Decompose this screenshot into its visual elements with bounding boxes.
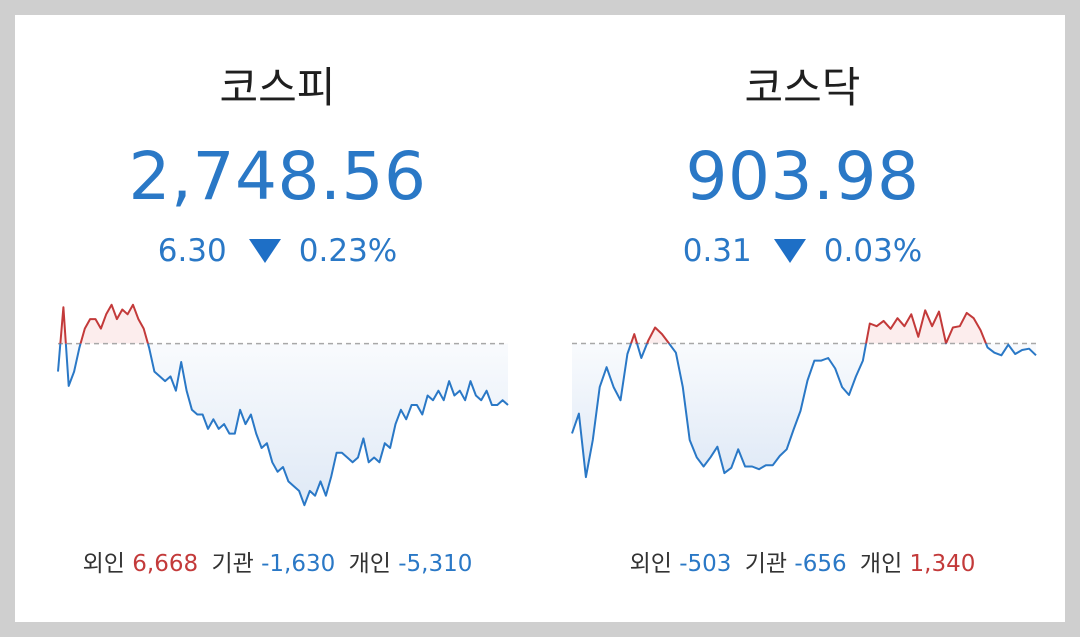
below-baseline-area	[58, 343, 508, 506]
investor-foreign: 외인 6,668	[83, 551, 199, 577]
investor-value: 1,340	[909, 551, 976, 577]
investor-label: 외인	[629, 551, 672, 577]
investor-label: 외인	[82, 551, 125, 577]
above-baseline-area	[631, 310, 986, 344]
above-baseline-area	[60, 304, 148, 344]
series-line-down	[571, 343, 1037, 479]
investor-value: -656	[794, 551, 847, 577]
index-name: 코스닥	[744, 63, 861, 112]
change-amount: 6.30	[157, 233, 227, 269]
series-line-down	[57, 343, 509, 507]
change-amount: 0.31	[682, 233, 752, 269]
investor-label: 개인	[859, 551, 903, 577]
investor-institution: 기관 -1,630	[211, 551, 335, 577]
index-name: 코스피	[219, 63, 336, 112]
change-percent: 0.03%	[823, 233, 923, 269]
below-baseline-area	[572, 343, 1036, 478]
kosdaq-intraday-chart	[571, 309, 1037, 479]
index-change: 6.30 0.23%	[15, 229, 540, 273]
investor-label: 개인	[348, 551, 391, 577]
index-change: 0.31 0.03%	[540, 229, 1065, 273]
investor-summary: 외인 6,668 기관 -1,630 개인 -5,310	[15, 547, 540, 581]
investor-label: 기관	[744, 551, 788, 577]
investor-individual: 개인 1,340	[860, 551, 976, 577]
series-line-up	[59, 303, 149, 344]
investor-individual: 개인 -5,310	[349, 551, 473, 577]
investor-institution: 기관 -656	[745, 551, 847, 577]
investor-value: 6,668	[132, 551, 199, 577]
kosdaq-panel[interactable]: 코스닥 903.98 0.31 0.03% 외인 -503 기관 -656 개인 …	[540, 15, 1065, 622]
investor-value: -5,310	[398, 551, 473, 577]
kospi-panel[interactable]: 코스피 2,748.56 6.30 0.23% 외인 6,668 기관 -1,63…	[15, 15, 540, 622]
investor-summary: 외인 -503 기관 -656 개인 1,340	[540, 547, 1065, 581]
investor-foreign: 외인 -503	[630, 551, 732, 577]
change-percent: 0.23%	[298, 233, 398, 269]
series-line-up	[629, 309, 988, 344]
triangle-down-icon	[248, 239, 281, 263]
index-value: 2,748.56	[128, 138, 427, 215]
investor-label: 기관	[211, 551, 254, 577]
market-index-card: 코스피 2,748.56 6.30 0.23% 외인 6,668 기관 -1,63…	[15, 15, 1065, 622]
investor-value: -1,630	[261, 551, 336, 577]
kospi-intraday-chart	[57, 303, 509, 507]
triangle-down-icon	[773, 239, 806, 263]
investor-value: -503	[679, 551, 732, 577]
index-value: 903.98	[685, 138, 920, 215]
